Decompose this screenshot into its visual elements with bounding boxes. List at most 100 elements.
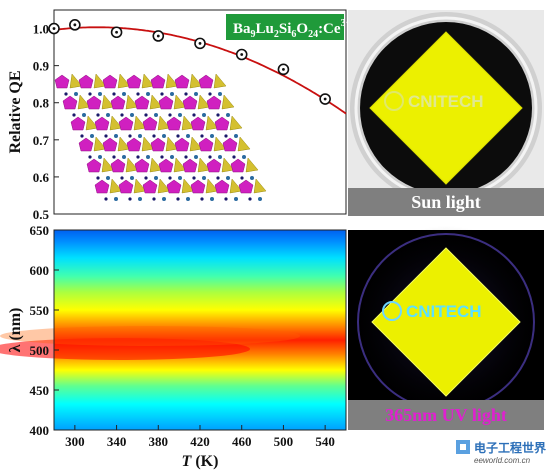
tetrahedron	[253, 178, 267, 194]
octahedron	[94, 179, 110, 194]
bottom-y-tick-label: 450	[30, 383, 50, 398]
tetrahedron	[173, 157, 187, 173]
atom	[168, 176, 172, 180]
atom	[146, 155, 150, 159]
tetrahedron	[165, 136, 179, 152]
watermark: 电子工程世界 eeworld.com.cn	[452, 436, 546, 468]
atom	[64, 92, 68, 96]
bottom-x-tick-label: 380	[149, 434, 169, 449]
atom	[152, 197, 156, 201]
octahedron	[214, 179, 230, 194]
atom	[184, 155, 188, 159]
svg-text:CNITECH: CNITECH	[406, 302, 482, 321]
bottom-y-axis-label: λ (nm)	[7, 308, 24, 353]
atom	[138, 134, 142, 138]
atom	[144, 176, 148, 180]
octahedron	[134, 158, 150, 173]
atom	[200, 197, 204, 201]
tetrahedron	[173, 94, 187, 110]
octahedron	[182, 95, 198, 110]
octahedron	[174, 137, 190, 152]
top-y-axis-label: Relative QE	[7, 70, 24, 153]
tetrahedron	[93, 136, 107, 152]
top-y-tick-label: 0.9	[33, 59, 50, 74]
top-y-tick-label: 0.5	[33, 207, 50, 222]
octahedron	[86, 95, 102, 110]
watermark-logo-icon	[456, 440, 470, 454]
atom	[130, 176, 134, 180]
atom	[210, 197, 214, 201]
atom	[136, 155, 140, 159]
bottom-y-tick-label: 500	[30, 343, 50, 358]
atom	[170, 155, 174, 159]
atom	[194, 155, 198, 159]
atom	[88, 92, 92, 96]
octahedron	[214, 116, 230, 131]
photo-sun-light: CNITECH Sun light	[348, 10, 544, 216]
atom	[234, 134, 238, 138]
bottom-y-tick-label: 400	[30, 423, 50, 438]
tetrahedron	[181, 178, 195, 194]
atom	[154, 176, 158, 180]
atom	[120, 113, 124, 117]
atom	[74, 92, 78, 96]
tetrahedron	[109, 178, 123, 194]
octahedron	[102, 74, 118, 89]
bottom-x-tick-label: 420	[190, 434, 210, 449]
atom	[202, 176, 206, 180]
crystal-structure-inset	[54, 73, 267, 201]
tetrahedron	[141, 136, 155, 152]
atom	[186, 134, 190, 138]
octahedron	[150, 137, 166, 152]
bottom-x-axis-label: T (K)	[182, 453, 219, 470]
tetrahedron	[157, 178, 171, 194]
octahedron	[158, 95, 174, 110]
octahedron	[78, 137, 94, 152]
atom	[88, 155, 92, 159]
octahedron	[190, 179, 206, 194]
atom	[96, 113, 100, 117]
atom	[210, 134, 214, 138]
tetrahedron	[165, 73, 179, 89]
tetrahedron	[133, 178, 147, 194]
data-point-center	[282, 67, 285, 71]
tetrahedron	[189, 73, 203, 89]
tetrahedron	[189, 136, 203, 152]
octahedron	[62, 95, 78, 110]
tetrahedron	[93, 73, 107, 89]
data-point-center	[73, 23, 77, 27]
atom	[232, 155, 236, 159]
tetrahedron	[149, 157, 163, 173]
bottom-y-tick-label: 550	[30, 303, 50, 318]
atom	[144, 113, 148, 117]
tetrahedron	[181, 115, 195, 131]
octahedron	[126, 74, 142, 89]
octahedron	[158, 158, 174, 173]
octahedron	[206, 95, 222, 110]
tetrahedron	[221, 94, 235, 110]
atom	[160, 92, 164, 96]
atom	[224, 134, 228, 138]
data-point-center	[198, 41, 202, 45]
data-point-center	[115, 30, 118, 34]
bottom-y-tick-labels: 400 450 500 550 600 650	[30, 223, 59, 438]
atom	[242, 155, 246, 159]
photo-uv-light: CNITECH 365nm UV light	[348, 226, 544, 430]
atom	[112, 155, 116, 159]
data-point-center	[52, 27, 56, 30]
cnitech-logo-uv: CNITECH	[382, 301, 482, 321]
sun-light-label: Sun light	[411, 192, 481, 212]
data-point-center	[323, 97, 327, 101]
octahedron	[126, 137, 142, 152]
atom	[250, 176, 254, 180]
atom	[216, 113, 220, 117]
atom	[192, 176, 196, 180]
bottom-x-tick-labels: 300 340 380 420 460 500 540	[65, 425, 335, 449]
tetrahedron	[101, 94, 115, 110]
tetrahedron	[221, 157, 235, 173]
octahedron	[238, 179, 254, 194]
tetrahedron	[245, 157, 259, 173]
atom	[184, 92, 188, 96]
octahedron	[118, 179, 134, 194]
